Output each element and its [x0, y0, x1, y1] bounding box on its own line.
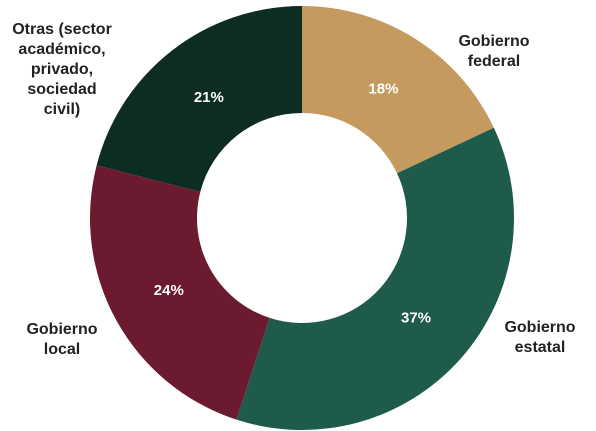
slice: [96, 6, 302, 192]
value-label: 21%: [194, 89, 224, 106]
category-label: Gobierno local: [26, 321, 98, 358]
category-label: Gobierno federal: [458, 33, 530, 70]
slice: [90, 165, 270, 420]
category-label: Gobierno estatal: [504, 319, 576, 356]
slice: [236, 127, 514, 430]
value-label: 18%: [368, 81, 398, 98]
slice: [302, 6, 494, 174]
value-label: 37%: [401, 309, 431, 326]
category-label: Otras (sector académico, privado, socied…: [12, 21, 112, 118]
value-label: 24%: [154, 282, 184, 299]
